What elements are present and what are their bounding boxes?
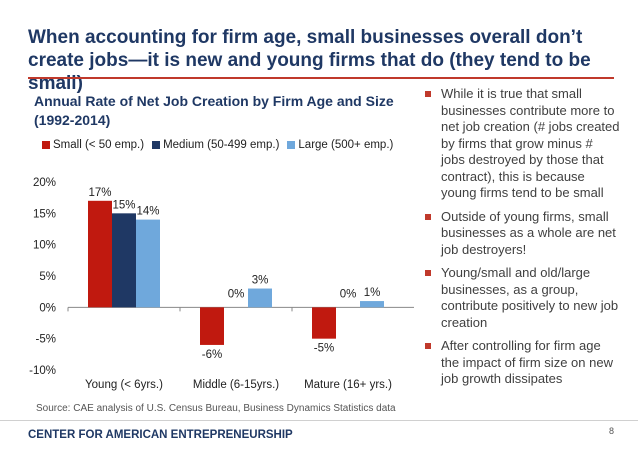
footer-divider <box>0 420 638 421</box>
y-tick-label: 15% <box>33 208 56 220</box>
data-label: 3% <box>252 275 269 287</box>
legend-item-small: Small (< 50 emp.) <box>42 139 144 151</box>
legend-label-small: Small (< 50 emp.) <box>53 139 145 151</box>
data-label: 14% <box>136 206 159 218</box>
bar-2-2 <box>360 301 384 308</box>
data-label: 0% <box>228 288 245 300</box>
legend-swatch-large <box>287 141 296 149</box>
bullet-square-icon <box>425 343 431 349</box>
bar-0-0 <box>88 200 112 308</box>
bullet-item: After controlling for firm age the impac… <box>425 338 620 388</box>
data-label: 15% <box>112 199 135 211</box>
legend-item-large: Large (500+ emp.) <box>287 139 393 151</box>
bar-0-1 <box>200 307 224 345</box>
bar-chart: 20%15%10%5%0%-5%-10%Young (< 6yrs.)17%15… <box>29 177 414 391</box>
bullet-text: Outside of young firms, small businesses… <box>441 208 616 257</box>
x-tick-label: Young (< 6yrs.) <box>85 379 163 391</box>
footer-brand: CENTER FOR AMERICAN ENTREPRENEURSHIP <box>28 429 293 441</box>
bullet-square-icon <box>425 270 431 276</box>
y-tick-label: -5% <box>36 334 56 346</box>
x-tick-label: Middle (6-15yrs.) <box>193 379 279 391</box>
legend-label-large: Large (500+ emp.) <box>298 139 394 151</box>
bullet-square-icon <box>425 213 431 220</box>
legend-swatch-small <box>42 141 50 149</box>
bar-2-1 <box>248 288 272 308</box>
y-tick-label: 20% <box>33 177 56 189</box>
data-label: -6% <box>202 349 222 361</box>
bar-1-0 <box>112 213 136 308</box>
chart-title: Annual Rate of Net Job Creation by Firm … <box>34 93 394 128</box>
bullet-text: After controlling for firm age the impac… <box>441 338 613 386</box>
source-note: Source: CAE analysis of U.S. Census Bure… <box>36 403 396 414</box>
bar-2-0 <box>136 219 160 308</box>
legend-label-medium: Medium (50-499 emp.) <box>163 139 280 151</box>
page-number: 8 <box>608 426 614 436</box>
bullet-item: Outside of young firms, small businesses… <box>425 209 620 259</box>
bullet-list: While it is true that small businesses c… <box>425 86 620 395</box>
y-tick-label: 10% <box>33 240 56 252</box>
bullet-square-icon <box>425 91 431 97</box>
data-label: 17% <box>88 187 111 199</box>
y-tick-label: -10% <box>29 365 56 377</box>
bullet-item: While it is true that small businesses c… <box>425 86 620 202</box>
x-tick-label: Mature (16+ yrs.) <box>304 379 392 391</box>
bullet-text: While it is true that small businesses c… <box>441 86 620 200</box>
chart-legend: Small (< 50 emp.) Medium (50-499 emp.) L… <box>42 139 412 151</box>
title-divider <box>28 77 614 79</box>
data-label: 1% <box>364 287 381 299</box>
bar-0-2 <box>312 307 336 339</box>
bullet-item: Young/small and old/large businesses, as… <box>425 265 620 331</box>
slide-title: When accounting for firm age, small busi… <box>28 27 591 94</box>
bullet-text: Young/small and old/large businesses, as… <box>441 265 619 330</box>
data-label: -5% <box>314 343 334 355</box>
legend-item-medium: Medium (50-499 emp.) <box>152 139 279 151</box>
y-tick-label: 5% <box>39 271 56 283</box>
legend-swatch-medium <box>152 141 161 149</box>
data-label: 0% <box>340 288 357 300</box>
y-tick-label: 0% <box>39 302 56 314</box>
